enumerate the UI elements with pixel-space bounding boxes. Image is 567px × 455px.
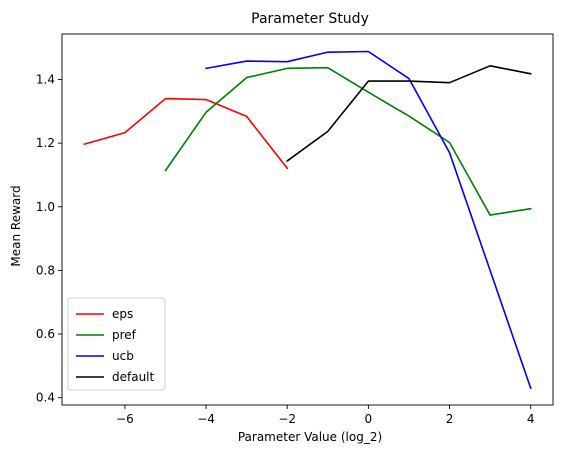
series-line-ucb <box>205 50 532 390</box>
plot-frame <box>61 33 554 406</box>
legend: eps pref ucb default <box>67 297 166 391</box>
y-tick-label: 0.4 <box>36 391 55 405</box>
legend-box <box>67 297 166 391</box>
legend-label-default: default <box>112 370 155 384</box>
y-tick-label: 0.8 <box>36 263 55 277</box>
y-tick-label: 1.4 <box>36 73 55 87</box>
series-line-pref <box>164 66 532 216</box>
series-line-default <box>286 65 532 163</box>
legend-label-pref: pref <box>112 328 137 342</box>
x-tick-label: −6 <box>116 412 134 426</box>
chart-title: Parameter Study <box>251 11 369 27</box>
x-tick-label: 4 <box>527 412 535 426</box>
x-tick-label: 0 <box>365 412 373 426</box>
x-tick-label: −4 <box>197 412 215 426</box>
x-tick-label: −2 <box>278 412 296 426</box>
x-axis-label: Parameter Value (log_2) <box>238 430 382 444</box>
series-line-eps <box>83 97 289 170</box>
y-tick-label: 0.6 <box>36 327 55 341</box>
y-tick-label: 1.0 <box>36 200 55 214</box>
legend-label-ucb: ucb <box>112 349 134 363</box>
plot-area <box>61 33 554 406</box>
y-tick-label: 1.2 <box>36 136 55 150</box>
y-axis-label: Mean Reward <box>9 185 23 266</box>
x-axis: −6 −4 −2 0 2 4 <box>116 405 535 426</box>
legend-label-eps: eps <box>112 307 133 321</box>
y-axis: 0.4 0.6 0.8 1.0 1.2 1.4 <box>36 73 62 405</box>
x-tick-label: 2 <box>446 412 454 426</box>
